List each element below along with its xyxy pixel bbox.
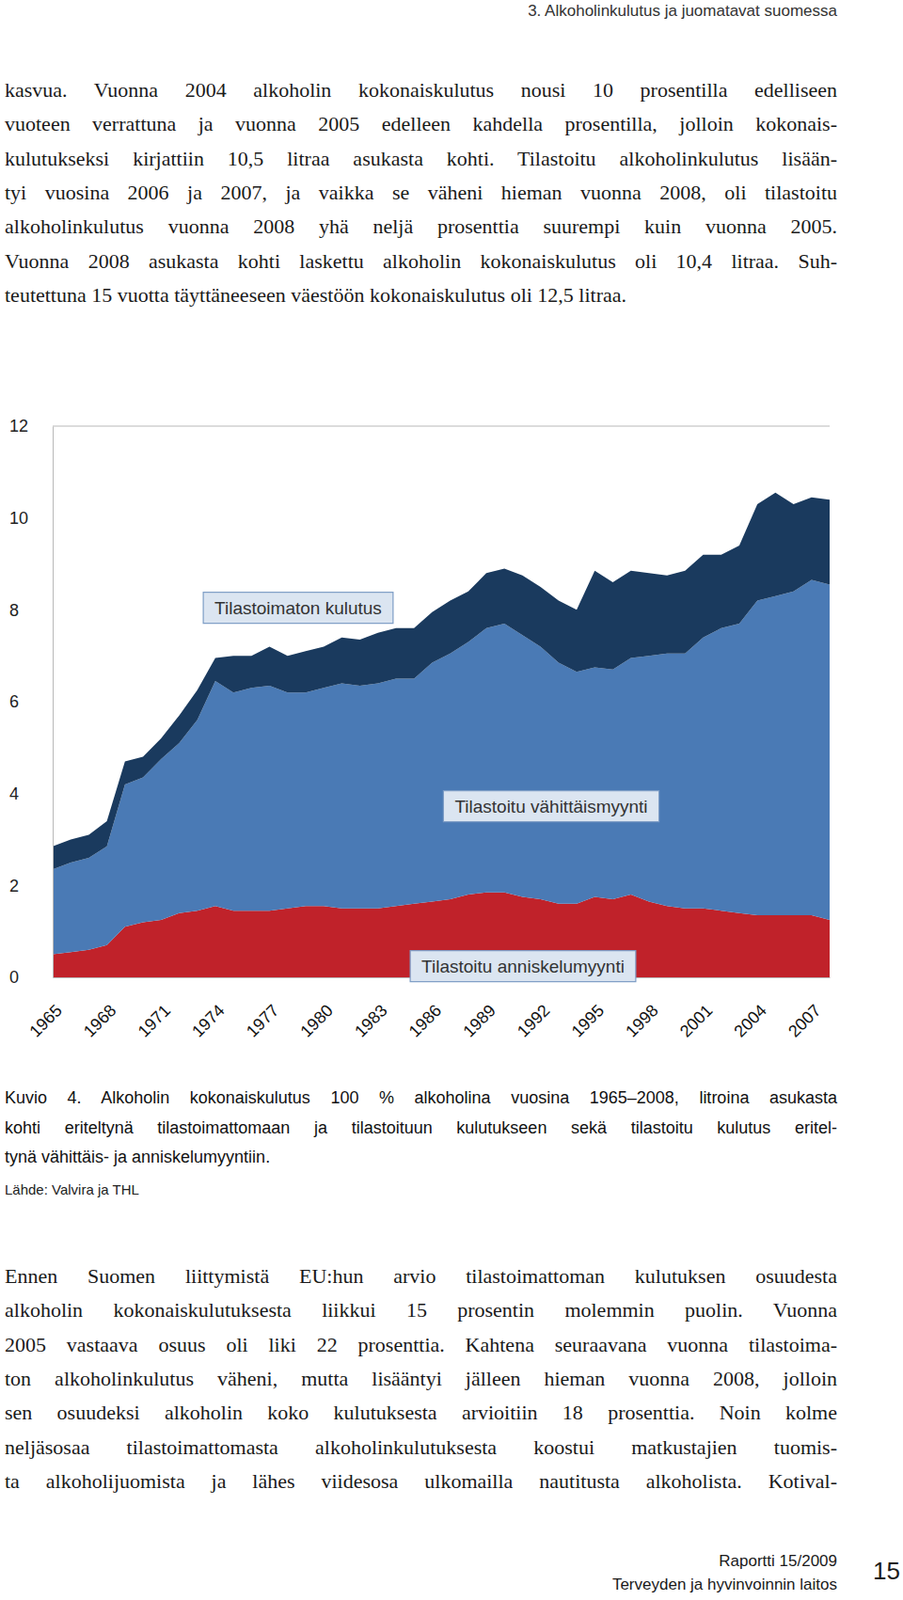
x-tick: 2007: [784, 977, 824, 1042]
y-tick: 6: [9, 692, 53, 712]
paragraph-line: Vuonna 2008 asukasta kohti laskettu alko…: [4, 244, 838, 279]
series-label: Tilastoitu anniskelumyynti: [410, 950, 636, 983]
x-axis: 1965 1968 1971 1974 1977 1980 1983 1986 1989 1992…: [25, 977, 830, 1042]
figure-caption: tynä vähittäis- ja anniskelumyyntiin.: [4, 1142, 838, 1173]
x-tick-label: 1968: [79, 1000, 120, 1041]
figure-source: Lähde: Valvira ja THL: [4, 1180, 140, 1200]
x-tick-label: 1965: [25, 1000, 65, 1041]
y-tick-label: 10: [9, 508, 29, 528]
y-tick: 12: [9, 416, 53, 436]
x-tick-label: 1998: [621, 1000, 662, 1041]
x-tick: 1968: [79, 977, 120, 1042]
paragraph-line: sen osuudeksi alkoholin koko kulutuksest…: [4, 1395, 838, 1430]
x-tick-label: 2007: [784, 1000, 824, 1041]
x-tick: 2001: [676, 977, 716, 1042]
page-number: 15: [872, 1556, 901, 1585]
x-tick: 1971: [134, 977, 175, 1042]
x-tick: 1998: [621, 977, 662, 1042]
y-tick-label: 2: [9, 876, 19, 896]
x-tick-label: 1986: [405, 1000, 445, 1041]
area-series: [52, 492, 830, 870]
figure-caption: kohti eriteltynä tilastoimattomaan ja ti…: [4, 1113, 838, 1143]
plot-frame: [52, 426, 830, 428]
paragraph-line: vuoteen verrattuna ja vuonna 2005 edelle…: [4, 107, 838, 142]
plot: 0 2 4 6 8 10 12 1965 1968 1971 1974 1977 1980 1983 198…: [9, 416, 831, 1041]
x-tick: 1977: [242, 977, 283, 1042]
y-tick: 2: [9, 876, 53, 896]
x-tick: 1986: [405, 977, 445, 1042]
footer-publisher: Terveyden ja hyvinvoinnin laitos: [612, 1575, 838, 1595]
x-tick-label: 2004: [729, 1000, 770, 1041]
paragraph-line: alkoholin kokonaiskulutuksesta liikkui 1…: [4, 1293, 838, 1328]
paragraph-line: ton alkoholinkulutus väheni, mutta lisää…: [4, 1362, 838, 1396]
x-tick-label: 2001: [676, 1000, 716, 1041]
series-label: Tilastoitu vähittäismyynti: [443, 791, 659, 823]
paragraph-line: alkoholinkulutus vuonna 2008 yhä neljä p…: [4, 209, 838, 244]
paragraph-line: neljäsosaa tilastoimattomasta alkoholink…: [4, 1430, 838, 1465]
x-tick: 1983: [350, 977, 391, 1042]
footer-report: Raportti 15/2009: [718, 1552, 838, 1571]
y-tick-label: 8: [9, 601, 19, 620]
x-tick: 1992: [513, 977, 554, 1042]
x-tick: 1980: [296, 977, 336, 1042]
x-tick: 1995: [568, 977, 608, 1042]
series-label-box: [443, 791, 659, 823]
x-tick-label: 1992: [513, 1000, 554, 1041]
x-tick: 1965: [25, 977, 65, 1042]
chart: 0 2 4 6 8 10 12 1965 1968 1971 1974 1977 1980 1983 198…: [0, 404, 903, 1063]
x-tick-label: 1974: [188, 1000, 228, 1041]
page: 3. Alkoholinkulutus ja juomatavat suomes…: [0, 0, 903, 1600]
y-tick: 0: [9, 967, 53, 987]
y-tick-label: 12: [9, 416, 29, 436]
paragraph-line: Ennen Suomen liittymistä EU:hun arvio ti…: [4, 1259, 838, 1294]
x-tick-label: 1980: [296, 1000, 336, 1041]
y-axis: 0 2 4 6 8 10 12: [9, 416, 54, 987]
paragraph-line: ta alkoholijuomista ja lähes viidesosa u…: [4, 1464, 838, 1499]
x-tick-label: 1989: [459, 1000, 499, 1041]
figure-caption: Kuvio 4. Alkoholin kokonaiskulutus 100 %…: [4, 1083, 838, 1113]
paragraph-line: 2005 vastaava osuus oli liki 22 prosentt…: [4, 1328, 838, 1363]
series-label-box: [203, 592, 394, 624]
running-header: 3. Alkoholinkulutus ja juomatavat suomes…: [527, 1, 838, 21]
y-tick-label: 0: [9, 967, 19, 987]
series-labels: Tilastoitu anniskelumyynti Tilastoitu väh…: [203, 592, 659, 983]
series-label-text: Tilastoitu vähittäismyynti: [454, 796, 648, 817]
x-tick: 1974: [188, 977, 228, 1042]
y-tick: 10: [9, 508, 53, 528]
paragraph-line: tyi vuosina 2006 ja 2007, ja vaikka se v…: [4, 175, 838, 210]
y-tick: 4: [9, 784, 53, 804]
series-label: Tilastoimaton kulutus: [203, 592, 394, 624]
x-tick-label: 1983: [350, 1000, 391, 1041]
x-tick: 2004: [729, 977, 770, 1042]
paragraph-line: kulutukseksi kirjattiin 10,5 litraa asuk…: [4, 142, 838, 176]
x-tick: 1989: [459, 977, 499, 1042]
series-label-text: Tilastoimaton kulutus: [214, 598, 382, 618]
x-tick-label: 1995: [568, 1000, 608, 1041]
paragraph-line: kasvua. Vuonna 2004 alkoholin kokonaisku…: [4, 73, 838, 108]
y-tick: 8: [9, 601, 53, 620]
y-tick-label: 4: [9, 784, 19, 804]
x-tick-label: 1971: [134, 1000, 175, 1041]
y-axis-line: [52, 427, 54, 979]
paragraph-line: teutettuna 15 vuotta täyttäneeseen väest…: [4, 278, 838, 313]
series-label-box: [410, 950, 636, 983]
series-label-text: Tilastoitu anniskelumyynti: [421, 956, 625, 977]
x-tick-label: 1977: [242, 1000, 283, 1041]
areas: [52, 492, 830, 978]
y-tick-label: 6: [9, 692, 19, 712]
